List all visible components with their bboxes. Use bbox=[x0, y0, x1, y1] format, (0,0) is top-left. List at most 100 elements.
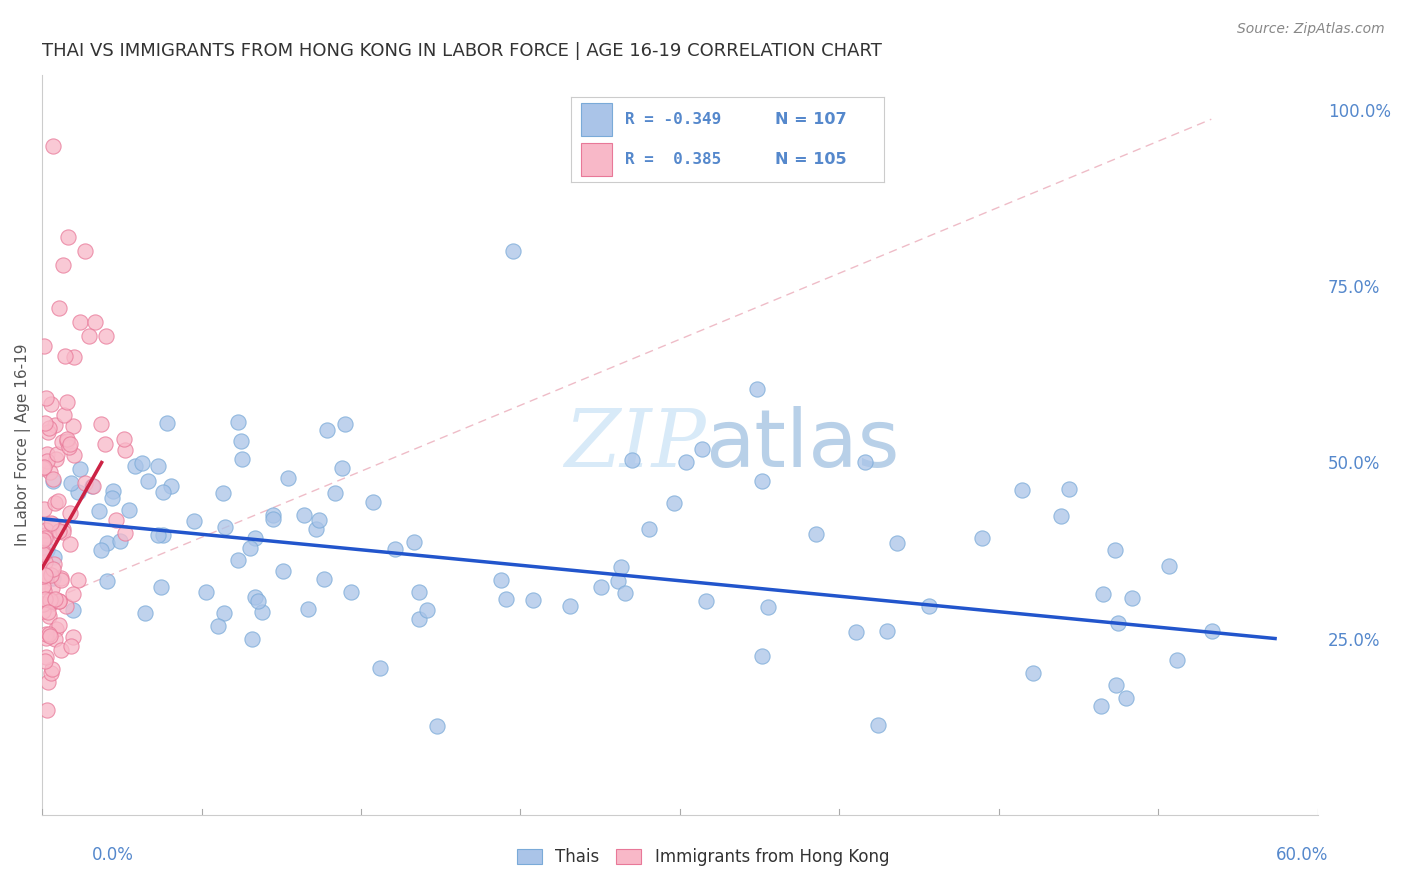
Point bbox=[152, 528, 174, 542]
Point bbox=[247, 593, 270, 607]
Point bbox=[49, 574, 72, 588]
Point bbox=[675, 455, 697, 469]
Point bbox=[243, 531, 266, 545]
Point bbox=[853, 455, 876, 469]
Point bbox=[94, 328, 117, 343]
Point bbox=[495, 591, 517, 606]
Point bbox=[55, 349, 77, 363]
Point bbox=[56, 395, 79, 409]
Point bbox=[48, 524, 70, 538]
Point bbox=[32, 547, 55, 561]
Point bbox=[876, 624, 898, 639]
Point bbox=[1091, 587, 1114, 601]
Point bbox=[330, 461, 353, 475]
Point bbox=[918, 599, 941, 614]
Point bbox=[48, 593, 70, 607]
Point bbox=[211, 486, 233, 500]
Point bbox=[368, 661, 391, 675]
Point bbox=[42, 557, 65, 571]
Point bbox=[160, 479, 183, 493]
Point bbox=[62, 630, 84, 644]
Point bbox=[112, 432, 135, 446]
Point bbox=[58, 440, 80, 454]
Point bbox=[214, 520, 236, 534]
Point bbox=[37, 536, 59, 550]
Point bbox=[404, 534, 426, 549]
Point bbox=[51, 435, 73, 450]
Point bbox=[195, 584, 218, 599]
Point bbox=[1159, 559, 1181, 574]
Point bbox=[32, 574, 55, 589]
Point bbox=[183, 514, 205, 528]
Point bbox=[297, 602, 319, 616]
Point bbox=[34, 528, 56, 542]
Point bbox=[620, 453, 643, 467]
Point bbox=[59, 537, 82, 551]
Point bbox=[416, 603, 439, 617]
Point bbox=[340, 585, 363, 599]
Point bbox=[277, 471, 299, 485]
Point bbox=[90, 417, 112, 431]
Point bbox=[489, 573, 512, 587]
Point bbox=[1201, 624, 1223, 639]
Text: 60.0%: 60.0% bbox=[1277, 846, 1329, 863]
Point bbox=[62, 603, 84, 617]
Point bbox=[37, 425, 59, 440]
Point bbox=[52, 524, 75, 539]
Point bbox=[333, 417, 356, 432]
Point bbox=[1104, 543, 1126, 558]
Point bbox=[37, 675, 59, 690]
Point bbox=[32, 569, 55, 583]
Point bbox=[34, 460, 56, 475]
Point bbox=[59, 437, 82, 451]
Point bbox=[638, 522, 661, 536]
Point bbox=[49, 571, 72, 585]
Point bbox=[32, 579, 55, 593]
Point bbox=[323, 486, 346, 500]
Point bbox=[314, 572, 336, 586]
Point bbox=[56, 434, 79, 449]
Text: 0.0%: 0.0% bbox=[91, 846, 134, 863]
Point bbox=[77, 328, 100, 343]
Point bbox=[42, 571, 65, 585]
Point bbox=[35, 631, 58, 645]
Point bbox=[35, 391, 58, 405]
Point bbox=[39, 628, 62, 642]
Point bbox=[229, 434, 252, 448]
Point bbox=[745, 382, 768, 396]
Point bbox=[384, 542, 406, 557]
Point bbox=[60, 639, 83, 653]
Point bbox=[868, 718, 890, 732]
Point bbox=[114, 442, 136, 457]
Point bbox=[152, 484, 174, 499]
Point bbox=[262, 512, 284, 526]
Point bbox=[39, 568, 62, 582]
Point bbox=[39, 397, 62, 411]
Point bbox=[48, 593, 70, 607]
Point bbox=[39, 516, 62, 530]
Point bbox=[38, 421, 60, 435]
Point bbox=[751, 474, 773, 488]
Point bbox=[695, 594, 717, 608]
Point bbox=[63, 350, 86, 364]
Point bbox=[262, 508, 284, 522]
Point bbox=[35, 650, 58, 665]
Point bbox=[316, 423, 339, 437]
Point bbox=[101, 483, 124, 498]
Point bbox=[48, 524, 70, 538]
Point bbox=[59, 506, 82, 520]
Point bbox=[502, 244, 524, 259]
Point bbox=[131, 456, 153, 470]
Point bbox=[292, 508, 315, 523]
Point bbox=[45, 447, 67, 461]
Point bbox=[41, 581, 63, 595]
Point bbox=[806, 527, 828, 541]
Point bbox=[42, 472, 65, 486]
Point bbox=[34, 531, 56, 545]
Point bbox=[80, 479, 103, 493]
Point bbox=[32, 460, 55, 475]
Point bbox=[32, 533, 55, 547]
Point bbox=[226, 552, 249, 566]
Point bbox=[59, 475, 82, 490]
Point bbox=[662, 496, 685, 510]
